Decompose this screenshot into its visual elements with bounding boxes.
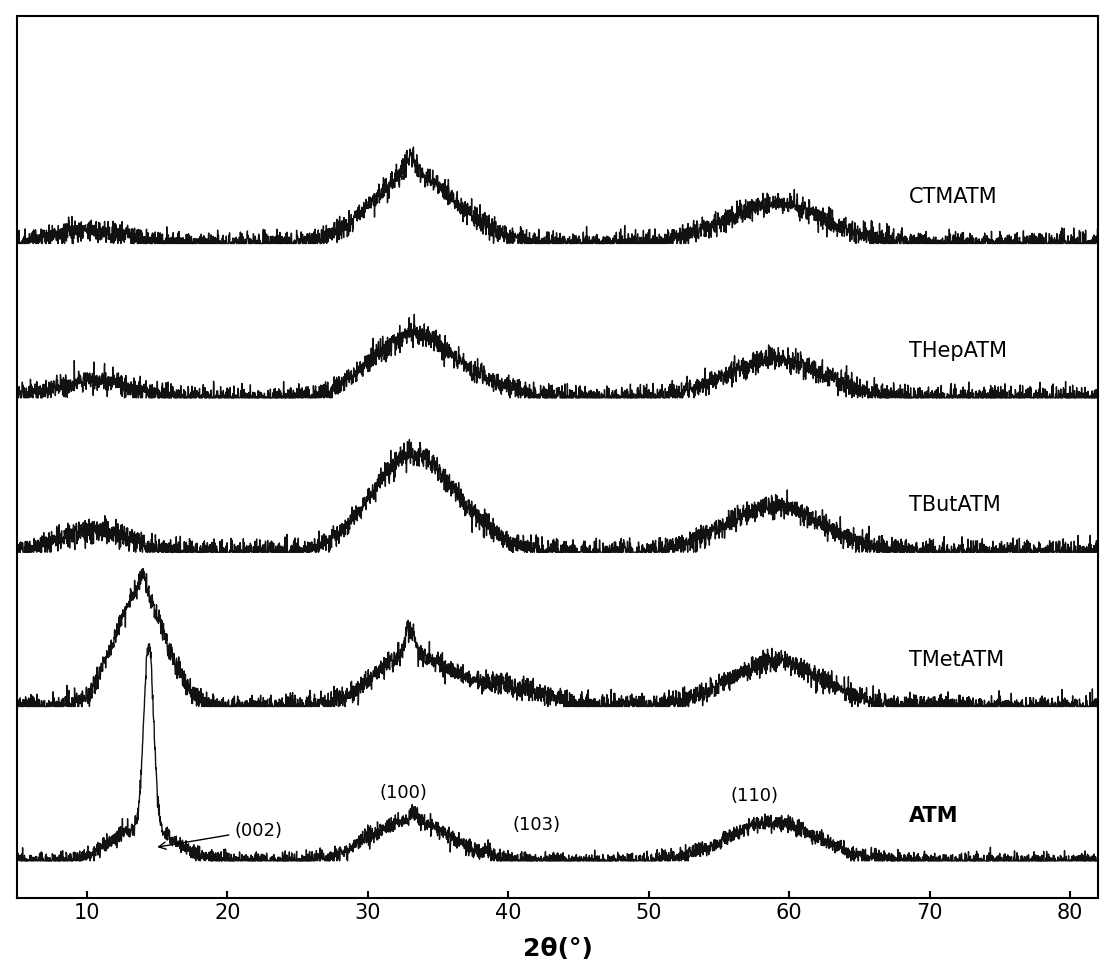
Text: TMetATM: TMetATM	[909, 649, 1004, 669]
Text: (100): (100)	[379, 783, 427, 801]
Text: THepATM: THepATM	[909, 341, 1007, 361]
Text: ATM: ATM	[909, 805, 958, 826]
Text: (002): (002)	[158, 821, 282, 849]
Text: (110): (110)	[730, 786, 778, 804]
Text: (103): (103)	[513, 815, 561, 833]
Text: TButATM: TButATM	[909, 495, 1000, 515]
Text: CTMATM: CTMATM	[909, 187, 997, 206]
X-axis label: 2θ(°): 2θ(°)	[523, 936, 592, 960]
